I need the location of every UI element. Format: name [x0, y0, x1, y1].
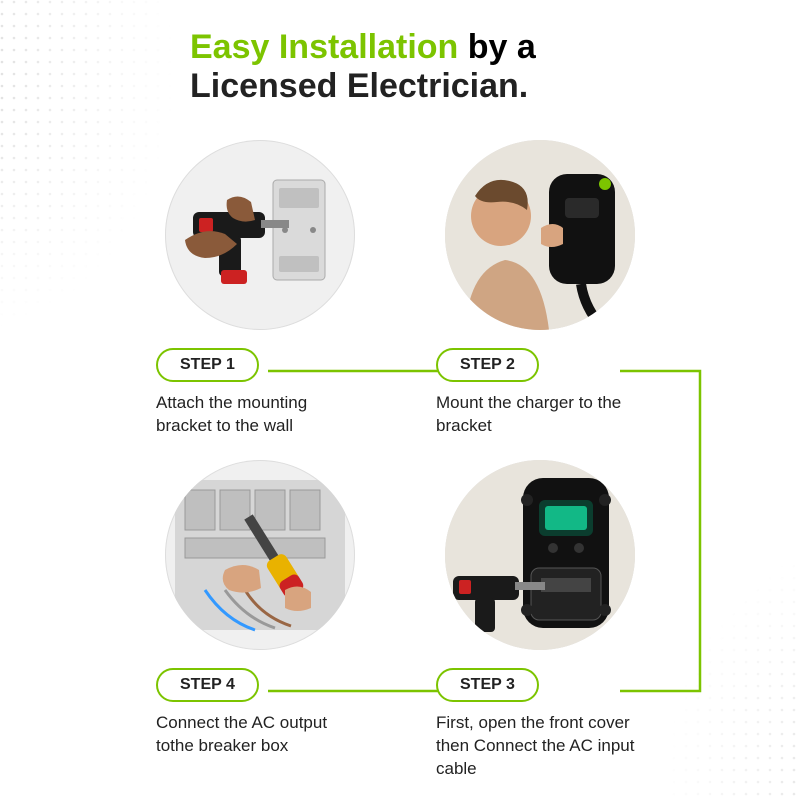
step-1: STEP 1 Attach the mounting bracket to th… [150, 140, 370, 438]
step-2-caption: Mount the charger to the bracket [436, 392, 646, 438]
person-mount-charger-icon [445, 140, 635, 330]
step-4-image [165, 460, 355, 650]
step-1-image [165, 140, 355, 330]
page-title: Easy Installation by a Licensed Electric… [190, 28, 536, 106]
step-3: STEP 3 First, open the front cover then … [430, 460, 650, 781]
step-1-label: STEP 1 [156, 348, 259, 382]
step-3-label: STEP 3 [436, 668, 539, 702]
step-4: STEP 4 Connect the AC output tothe break… [150, 460, 370, 758]
step-4-label: STEP 4 [156, 668, 259, 702]
screwdriver-breaker-icon [165, 460, 355, 650]
step-1-caption: Attach the mounting bracket to the wall [156, 392, 366, 438]
title-line2: Licensed Electrician. [190, 67, 536, 106]
title-highlight: Easy Installation [190, 28, 458, 66]
drill-bracket-icon [165, 140, 355, 330]
title-rest-1: by a [458, 28, 535, 66]
step-3-caption: First, open the front cover then Connect… [436, 712, 646, 781]
step-2-label: STEP 2 [436, 348, 539, 382]
step-2-image [445, 140, 635, 330]
step-2: STEP 2 Mount the charger to the bracket [430, 140, 650, 438]
step-3-image [445, 460, 635, 650]
steps-grid: STEP 1 Attach the mounting bracket to th… [120, 140, 680, 760]
drill-charger-open-icon [445, 460, 635, 650]
step-4-caption: Connect the AC output tothe breaker box [156, 712, 366, 758]
